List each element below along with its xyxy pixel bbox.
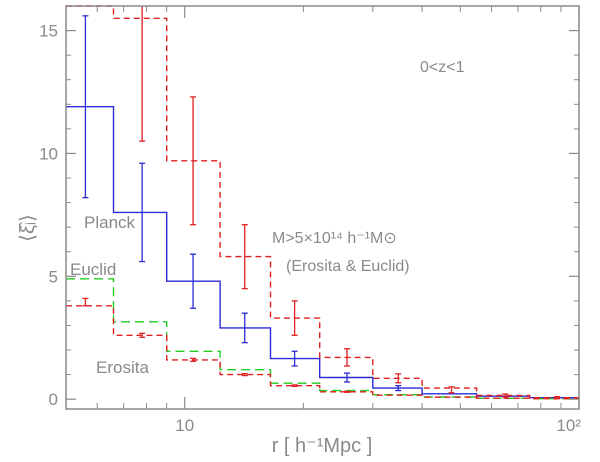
x-tick-label: 10 [175,416,194,435]
error-bar-planck [241,312,248,344]
error-bar-erosita [241,224,248,290]
error-bar-erosita [343,348,350,367]
error-bar-erosita [291,300,298,336]
x-tick-label: 10² [556,416,581,435]
y-tick-label: 0 [49,390,58,409]
error-bar-erosita-low-mass [139,332,146,338]
y-axis-label: ⟨ξ̂ᵢ⟩ [17,214,39,242]
error-bar-erosita-low-mass [291,384,298,388]
error-bar-erosita [395,373,402,384]
plot-frame [65,5,580,410]
series-label-planck: Planck [84,213,136,232]
tick-layer: 0 5 10 15 10 10² [39,6,581,435]
error-bar-erosita [502,393,509,398]
error-bar-planck [395,385,402,392]
series-line-erosita [66,5,579,399]
redshift-annotation: 0<z<1 [420,59,465,76]
error-bar-planck [190,253,197,309]
series-label-erosita: Erosita [96,358,149,377]
series-layer [66,5,579,400]
error-bar-planck [82,15,89,199]
label-layer: 0<z<1 M>5×10¹⁴ h⁻¹M⊙ (Erosita & Euclid) … [17,59,465,457]
error-bar-erosita [139,6,146,142]
series-line-erosita-low-mass [66,305,579,400]
error-bar-erosita-low-mass [190,357,197,362]
mass-cut-surveys-annotation: (Erosita & Euclid) [286,258,410,275]
error-bar-planck [291,350,298,367]
y-tick-label: 10 [39,144,58,163]
series-line-planck [66,106,579,399]
error-bar-planck [343,372,350,383]
y-tick-label: 5 [49,267,58,286]
series-label-euclid: Euclid [70,260,116,279]
error-bar-erosita-low-mass [343,390,350,393]
error-bar-erosita-low-mass [241,372,248,377]
y-tick-label: 15 [39,22,58,41]
error-bar-erosita-low-mass [82,297,89,307]
mass-cut-annotation: M>5×10¹⁴ h⁻¹M⊙ [272,230,397,247]
error-bar-erosita [190,96,197,226]
series-line-euclid [66,278,579,400]
error-bar-planck [139,162,146,263]
x-axis-label: r [ h⁻¹Mpc ] [272,435,373,457]
error-bar-erosita [448,386,455,394]
